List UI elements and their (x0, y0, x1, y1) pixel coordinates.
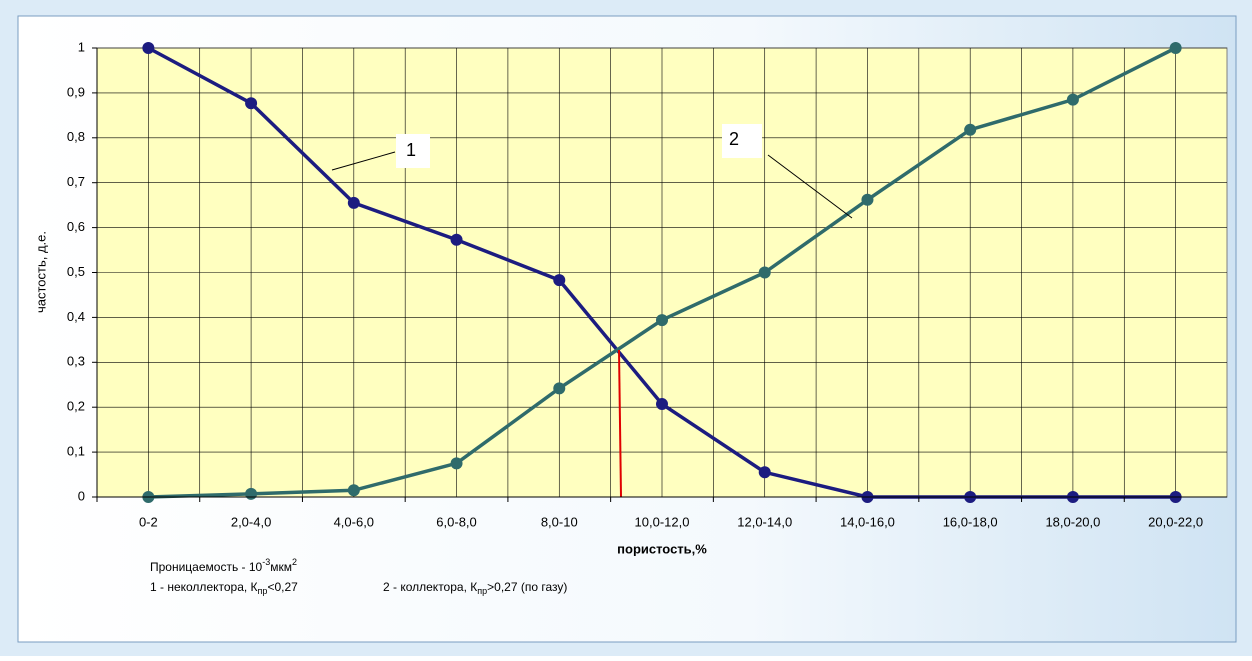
note-text: 1 - неколлектора, К (150, 580, 258, 594)
note: Проницаемость - 10-3мкм2 (150, 557, 297, 574)
leader-line (331, 151, 396, 171)
data-point (656, 314, 668, 327)
note-sub: пр (477, 586, 487, 596)
x-axis-title: пористость,% (617, 541, 707, 556)
note: 2 - коллектора, Кпр>0,27 (по газу) (383, 580, 567, 596)
leader-line (767, 154, 853, 219)
x-tick-label: 8,0-10 (541, 514, 578, 529)
data-point (553, 382, 566, 395)
note-sup: 2 (292, 557, 297, 567)
note-sup: -3 (262, 557, 270, 567)
y-axis-title: частость, д.е. (33, 231, 48, 313)
y-tick-label: 0,4 (67, 309, 85, 324)
y-tick-label: 0,8 (67, 129, 85, 144)
x-tick-label: 4,0-6,0 (334, 514, 374, 529)
note-text: >0,27 (по газу) (487, 580, 567, 594)
note-text: Проницаемость - 10 (150, 560, 263, 574)
data-point (347, 484, 360, 497)
y-tick-label: 0,5 (67, 264, 85, 279)
y-tick-label: 0,9 (67, 84, 85, 99)
series-callout: 2 (729, 129, 739, 149)
y-tick-label: 0,3 (67, 354, 85, 369)
data-point (861, 193, 874, 206)
x-tick-label: 10,0-12,0 (635, 514, 690, 529)
callout-box (396, 134, 430, 168)
data-point (1066, 93, 1079, 106)
y-tick-label: 0,6 (67, 219, 85, 234)
y-tick-label: 0 (78, 488, 85, 503)
data-point (758, 266, 771, 279)
x-tick-label: 20,0-22,0 (1148, 514, 1203, 529)
data-point (142, 42, 155, 54)
data-point (656, 398, 668, 411)
data-point (245, 97, 258, 110)
data-point (964, 123, 977, 136)
data-point (553, 274, 566, 287)
note-text: 2 - коллектора, К (383, 580, 477, 594)
y-tick-label: 0,1 (67, 444, 85, 459)
x-tick-label: 18,0-20,0 (1045, 514, 1100, 529)
data-point (450, 233, 463, 246)
x-tick-label: 2,0-4,0 (231, 514, 271, 529)
note: 1 - неколлектора, Кпр<0,27 (150, 580, 298, 596)
data-point (450, 457, 463, 470)
note-text: <0,27 (267, 580, 298, 594)
x-tick-label: 12,0-14,0 (737, 514, 792, 529)
note-text: мкм (270, 560, 292, 574)
data-point (758, 466, 771, 479)
data-point (245, 487, 258, 500)
x-tick-label: 16,0-18,0 (943, 514, 998, 529)
x-tick-label: 14,0-16,0 (840, 514, 895, 529)
intersection-line (618, 349, 622, 498)
y-tick-label: 0,2 (67, 399, 85, 414)
data-point (347, 196, 360, 209)
data-point (1169, 42, 1182, 54)
x-tick-label: 6,0-8,0 (436, 514, 476, 529)
note-sub: пр (258, 586, 268, 596)
y-tick-label: 1 (78, 39, 85, 54)
callout-box (722, 124, 762, 158)
x-tick-label: 0-2 (139, 514, 158, 529)
series-callout: 1 (406, 140, 416, 160)
y-tick-label: 0,7 (67, 174, 85, 189)
